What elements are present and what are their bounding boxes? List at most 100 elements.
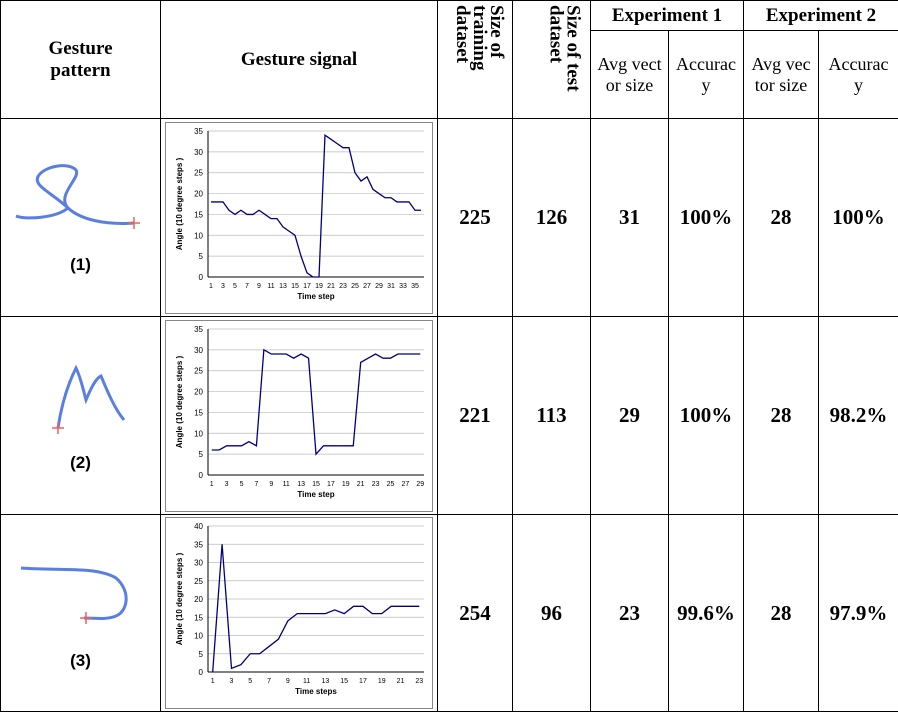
x-tick-label: 7	[267, 678, 271, 685]
y-tick-label: 35	[194, 127, 203, 136]
header-acc: Accuracy	[669, 31, 744, 119]
y-axis-label: Angle (10 degree steps )	[175, 157, 184, 250]
y-tick-label: 20	[194, 595, 203, 604]
x-tick-label: 33	[399, 283, 407, 290]
x-tick-label: 7	[245, 283, 249, 290]
x-tick-label: 17	[303, 283, 311, 290]
x-tick-label: 21	[357, 481, 365, 488]
y-axis-label: Angle (10 degree steps )	[175, 552, 184, 645]
y-tick-label: 25	[194, 577, 203, 586]
x-tick-label: 11	[283, 481, 290, 488]
x-tick-label: 35	[411, 283, 419, 290]
x-tick-label: 7	[254, 481, 258, 488]
training-size: 225	[438, 119, 513, 317]
exp1-acc: 99.6%	[669, 515, 744, 712]
y-tick-label: 15	[194, 408, 203, 417]
gesture-image	[6, 160, 156, 250]
y-tick-label: 10	[194, 632, 203, 641]
exp2-acc: 98.2%	[819, 317, 898, 515]
x-tick-label: 21	[397, 678, 405, 685]
x-tick-label: 19	[378, 678, 386, 685]
x-tick-label: 11	[303, 678, 310, 685]
exp1-avg: 23	[591, 515, 669, 712]
x-axis-label: Time step	[297, 490, 334, 499]
x-tick-label: 5	[248, 678, 252, 685]
gesture-image	[6, 556, 156, 646]
gesture-label: (2)	[1, 453, 160, 473]
exp2-avg: 28	[744, 317, 819, 515]
y-tick-label: 0	[199, 471, 204, 480]
x-axis-label: Time step	[297, 292, 334, 301]
x-tick-label: 15	[312, 481, 320, 488]
x-tick-label: 5	[233, 283, 237, 290]
x-tick-label: 15	[291, 283, 299, 290]
y-tick-label: 30	[194, 345, 203, 354]
gesture-image	[6, 358, 156, 448]
y-tick-label: 35	[194, 540, 203, 549]
y-tick-label: 5	[199, 650, 204, 659]
x-tick-label: 3	[225, 481, 229, 488]
x-tick-label: 5	[240, 481, 244, 488]
y-tick-label: 10	[194, 429, 203, 438]
header-exp2: Experiment 2	[744, 1, 898, 31]
page: {"table":{ "headers":{"pattern":"Gesture…	[0, 0, 898, 713]
gesture-label: (1)	[1, 255, 160, 275]
x-tick-label: 19	[315, 283, 323, 290]
y-tick-label: 20	[194, 387, 203, 396]
x-tick-label: 23	[415, 678, 423, 685]
x-tick-label: 25	[387, 481, 395, 488]
x-tick-label: 11	[267, 283, 274, 290]
x-tick-label: 9	[269, 481, 273, 488]
results-table: Gesture pattern Gesture signal Size of t…	[0, 0, 898, 712]
header-pattern: Gesture pattern	[1, 1, 161, 119]
y-tick-label: 0	[199, 668, 204, 677]
x-tick-label: 23	[339, 283, 347, 290]
x-tick-label: 27	[363, 283, 371, 290]
x-tick-label: 1	[210, 481, 214, 488]
gesture-label: (3)	[1, 651, 160, 671]
x-tick-label: 9	[257, 283, 261, 290]
x-tick-label: 1	[211, 678, 215, 685]
x-tick-label: 15	[340, 678, 348, 685]
signal-line	[213, 544, 420, 672]
x-tick-label: 13	[297, 481, 305, 488]
signal-line	[212, 349, 421, 453]
y-axis-label: Angle (10 degree steps )	[175, 355, 184, 448]
header-exp1: Experiment 1	[591, 1, 744, 31]
x-tick-label: 1	[209, 283, 213, 290]
header-avg: Avg vector size	[591, 31, 669, 119]
exp1-avg: 29	[591, 317, 669, 515]
header-acc: Accuracy	[819, 31, 898, 119]
y-tick-label: 15	[194, 613, 203, 622]
y-tick-label: 25	[194, 366, 203, 375]
test-size: 96	[513, 515, 591, 712]
exp1-avg: 31	[591, 119, 669, 317]
y-tick-label: 30	[194, 147, 203, 156]
exp2-avg: 28	[744, 515, 819, 712]
y-tick-label: 35	[194, 325, 203, 334]
x-tick-label: 17	[359, 678, 367, 685]
header-signal: Gesture signal	[161, 1, 438, 119]
x-tick-label: 21	[327, 283, 335, 290]
test-size: 113	[513, 317, 591, 515]
test-size: 126	[513, 119, 591, 317]
exp2-acc: 100%	[819, 119, 898, 317]
exp2-acc: 97.9%	[819, 515, 898, 712]
exp1-acc: 100%	[669, 317, 744, 515]
y-tick-label: 40	[194, 522, 203, 531]
y-tick-label: 25	[194, 168, 203, 177]
x-tick-label: 23	[372, 481, 380, 488]
x-tick-label: 3	[230, 678, 234, 685]
x-tick-label: 25	[351, 283, 359, 290]
x-tick-label: 9	[286, 678, 290, 685]
x-tick-label: 31	[387, 283, 395, 290]
x-tick-label: 17	[327, 481, 335, 488]
y-tick-label: 10	[194, 231, 203, 240]
exp2-avg: 28	[744, 119, 819, 317]
x-tick-label: 19	[342, 481, 350, 488]
x-tick-label: 13	[321, 678, 329, 685]
training-size: 221	[438, 317, 513, 515]
